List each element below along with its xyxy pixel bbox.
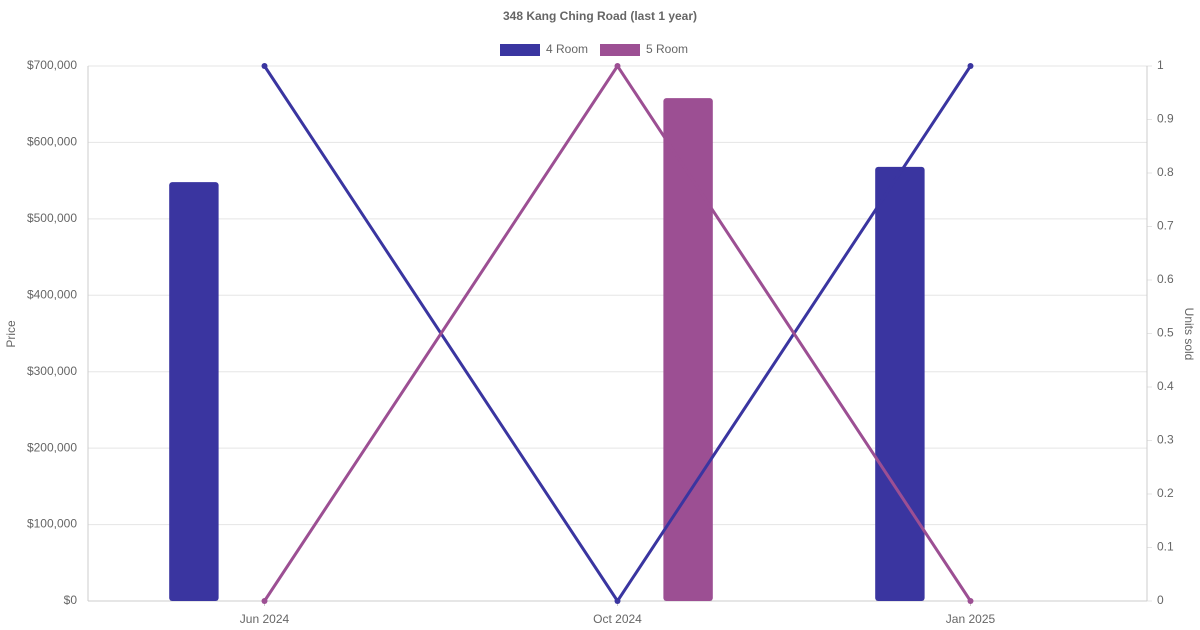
- y2-tick-label: 0.5: [1157, 326, 1174, 340]
- legend-label: 5 Room: [646, 42, 688, 56]
- legend-label: 4 Room: [546, 42, 588, 56]
- x-tick-label: Oct 2024: [593, 612, 642, 626]
- point: [967, 63, 974, 69]
- bar: [875, 166, 925, 601]
- y2-axis-title: Units sold: [1182, 308, 1196, 361]
- point: [614, 63, 621, 69]
- y2-tick-label: 0.1: [1157, 540, 1174, 554]
- y2-tick-label: 0.2: [1157, 486, 1174, 500]
- y2-tick-label: 0: [1157, 593, 1164, 607]
- line: [263, 63, 972, 602]
- legend-swatch: [500, 44, 540, 56]
- y2-tick-label: 0.9: [1157, 112, 1174, 126]
- point: [967, 598, 974, 604]
- y-tick-label: $100,000: [27, 517, 77, 531]
- x-tick-label: Jan 2025: [946, 612, 996, 626]
- y-tick-label: $600,000: [27, 135, 77, 149]
- y2-tick-label: 0.6: [1157, 272, 1174, 286]
- point: [261, 598, 268, 604]
- y-tick-label: $0: [64, 593, 78, 607]
- y2-tick-label: 0.4: [1157, 379, 1174, 393]
- point: [261, 63, 268, 69]
- y2-tick-label: 0.7: [1157, 219, 1174, 233]
- y2-tick-label: 1: [1157, 58, 1164, 72]
- y2-tick-label: 0.8: [1157, 165, 1174, 179]
- y-tick-label: $200,000: [27, 440, 77, 454]
- chart-title: 348 Kang Ching Road (last 1 year): [503, 9, 697, 23]
- bar: [169, 182, 219, 601]
- y-tick-label: $500,000: [27, 211, 77, 225]
- y-tick-label: $400,000: [27, 287, 77, 301]
- legend-swatch: [600, 44, 640, 56]
- x-tick-label: Jun 2024: [240, 612, 290, 626]
- y-axis-title: Price: [4, 320, 18, 348]
- line: [263, 65, 972, 604]
- y-tick-label: $700,000: [27, 58, 77, 72]
- point: [614, 598, 621, 604]
- y-tick-label: $300,000: [27, 364, 77, 378]
- y2-tick-label: 0.3: [1157, 433, 1174, 447]
